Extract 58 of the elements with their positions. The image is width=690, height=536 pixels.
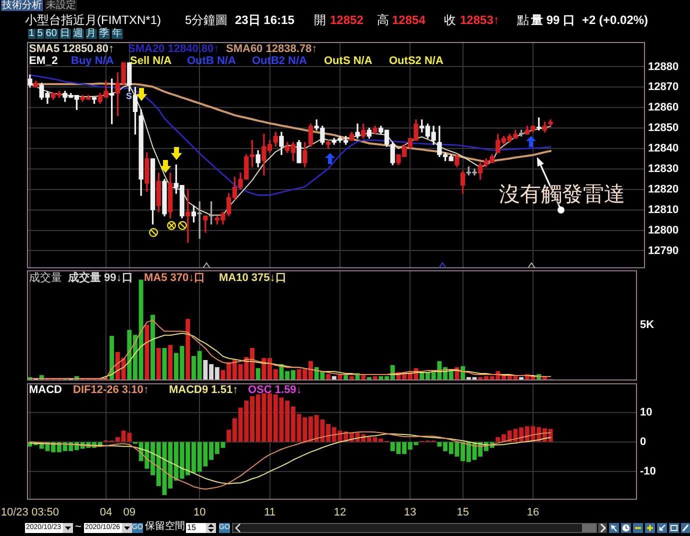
x-tick-label: 04 [100,506,112,518]
y-tick-label: 10 [640,406,652,418]
text: ~ [75,521,82,534]
text: DIF12-26 3.10↑ [73,384,149,396]
y-tick-label: 12800 [648,224,679,236]
text: 量 99 口 [531,12,576,26]
x-tick-label: 12 [334,506,346,518]
y-tick-label: 12820 [648,183,679,196]
series-label: OSC 1.59↓ [248,384,302,396]
y-tick-label: 12810 [648,204,679,216]
annotation: OutS N/A [324,55,372,68]
x-tick-label: 09 [123,506,136,518]
annotation: OutB N/A [187,55,236,68]
text: 23日 16:15 [235,12,294,26]
annotation: Sell N/A [130,55,172,68]
text: 保留空間 [145,521,185,533]
x-tick-label: 16 [526,506,540,518]
text: SMA60 12838.78↑ [226,43,318,56]
y-tick-label: 12790 [648,244,679,257]
chart-title: MACD [29,384,62,396]
chart-title: 小型台指近月(FIMTXN*1) [25,12,161,26]
annotation: OutB2 N/A [252,55,307,68]
text: 12854 [392,12,426,26]
text: MACD9 1.51↑ [169,384,238,396]
text: SMA5 12850.80↑ [29,43,114,56]
y-tick-label: -10 [640,465,656,478]
y-tick-label: 12880 [648,60,679,73]
chart-title: 成交量 [29,272,62,284]
text: 收 [444,12,456,26]
text: MA5 370↓口 [144,272,206,284]
annotation: OutS2 N/A [389,55,444,68]
text: MA10 375↓口 [219,272,286,284]
chart-subtitle: 5分鐘圖 [185,12,228,26]
text: SMA20 12840.80↑ [128,43,220,56]
annotation: EM_2 [29,55,58,68]
x-tick-label: 11 [264,506,276,518]
text: 點 [517,12,529,26]
text: 5K [640,319,654,332]
text: +2 (+0.02%) [582,12,648,26]
text: 12852 [330,12,364,26]
x-tick-label: 13 [404,506,416,518]
series-label: 成交量 99↓口 [68,272,133,284]
y-tick-label: 0 [640,436,646,448]
y-tick-label: 12830 [648,162,679,175]
text: 高 [377,12,389,26]
y-tick-label: 12870 [648,81,679,94]
y-tick-label: 12850 [648,122,679,134]
text: 開 [314,12,326,26]
annotation: Buy N/A [71,55,114,68]
y-tick-label: 12840 [648,142,679,155]
x-tick-label: 10 [193,506,206,518]
x-tick-label: 10/23 03:50 [0,506,59,518]
annotation: S [126,91,132,102]
x-tick-label: 15 [456,506,469,518]
y-tick-label: 12860 [648,102,679,114]
text: 12853↑ [460,12,500,26]
text: 15 [186,523,206,533]
text: 技術分析 [1,0,43,11]
